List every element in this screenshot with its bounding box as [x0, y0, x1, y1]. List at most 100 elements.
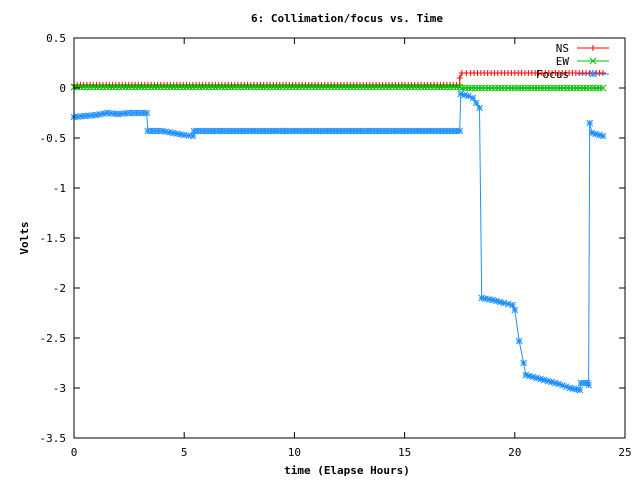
data-point	[189, 83, 197, 91]
data-point	[449, 83, 457, 91]
data-point	[580, 84, 587, 92]
data-point	[277, 127, 285, 135]
data-point	[472, 99, 480, 107]
data-point	[360, 127, 368, 135]
data-point	[570, 84, 577, 92]
data-point	[443, 127, 451, 135]
data-point	[456, 83, 464, 91]
data-point	[231, 127, 239, 135]
data-point	[560, 84, 568, 92]
data-point	[154, 83, 161, 91]
y-tick-label: 0	[59, 82, 66, 95]
data-point	[107, 109, 115, 117]
data-point	[221, 127, 229, 135]
data-point	[244, 83, 251, 91]
data-point	[375, 83, 383, 91]
data-point	[398, 83, 406, 91]
data-point	[186, 83, 194, 91]
data-point	[274, 127, 282, 135]
data-point	[372, 83, 380, 91]
data-point	[453, 127, 460, 135]
data-point	[548, 378, 555, 386]
data-point	[234, 127, 242, 135]
data-point	[357, 127, 364, 135]
data-point	[573, 385, 580, 393]
data-point	[392, 83, 399, 91]
data-point	[493, 297, 500, 305]
data-point	[489, 296, 497, 304]
data-point	[347, 83, 354, 91]
data-point	[589, 84, 597, 92]
data-point	[144, 83, 152, 91]
data-point	[247, 83, 255, 91]
data-point	[109, 83, 116, 91]
data-point	[237, 83, 245, 91]
data-point	[404, 127, 412, 135]
data-point	[343, 83, 351, 91]
data-point	[559, 381, 566, 389]
data-point	[427, 83, 435, 91]
data-point	[469, 94, 477, 102]
data-point	[298, 83, 306, 91]
data-point	[169, 129, 177, 137]
data-point	[111, 110, 118, 118]
data-point	[590, 45, 596, 51]
data-point	[183, 83, 190, 91]
data-point	[420, 127, 428, 135]
data-point	[366, 83, 374, 91]
data-point	[273, 83, 280, 91]
data-point	[397, 127, 405, 135]
data-point	[281, 127, 288, 135]
data-point	[544, 84, 551, 92]
data-point	[526, 372, 533, 380]
data-point	[379, 83, 386, 91]
data-point	[555, 380, 563, 388]
series-focus	[70, 90, 607, 394]
data-point	[234, 83, 242, 91]
data-point	[446, 127, 454, 135]
data-point	[374, 127, 381, 135]
data-point	[566, 384, 574, 392]
data-point	[515, 337, 523, 345]
data-point	[199, 83, 206, 91]
data-point	[244, 127, 252, 135]
data-point	[524, 84, 532, 92]
series-ew	[70, 83, 607, 92]
data-point	[214, 127, 222, 135]
y-tick-label: -2.5	[40, 332, 67, 345]
data-point	[599, 132, 607, 140]
data-point	[350, 83, 357, 91]
data-point	[204, 127, 212, 135]
data-point	[251, 127, 259, 135]
data-point	[166, 128, 173, 136]
data-point	[163, 83, 171, 91]
data-point	[292, 83, 300, 91]
data-point	[118, 83, 126, 91]
data-point	[241, 127, 249, 135]
data-point	[151, 83, 158, 91]
data-point	[114, 110, 122, 118]
data-point	[521, 84, 528, 92]
data-point	[531, 84, 538, 92]
data-point	[410, 127, 418, 135]
data-point	[340, 127, 348, 135]
data-point	[465, 92, 472, 100]
data-point	[248, 127, 255, 135]
data-point	[80, 83, 87, 91]
data-point	[212, 83, 219, 91]
data-point	[173, 130, 181, 138]
data-point	[89, 83, 97, 91]
data-point	[496, 298, 504, 306]
data-point	[195, 83, 203, 91]
data-point	[224, 127, 232, 135]
data-point	[250, 83, 258, 91]
data-point	[414, 83, 422, 91]
data-point	[520, 359, 527, 367]
x-tick-label: 10	[288, 446, 301, 459]
x-tick-label: 15	[398, 446, 411, 459]
data-point	[215, 83, 222, 91]
data-point	[176, 83, 184, 91]
data-point	[253, 83, 261, 91]
y-tick-label: -3.5	[40, 432, 67, 445]
